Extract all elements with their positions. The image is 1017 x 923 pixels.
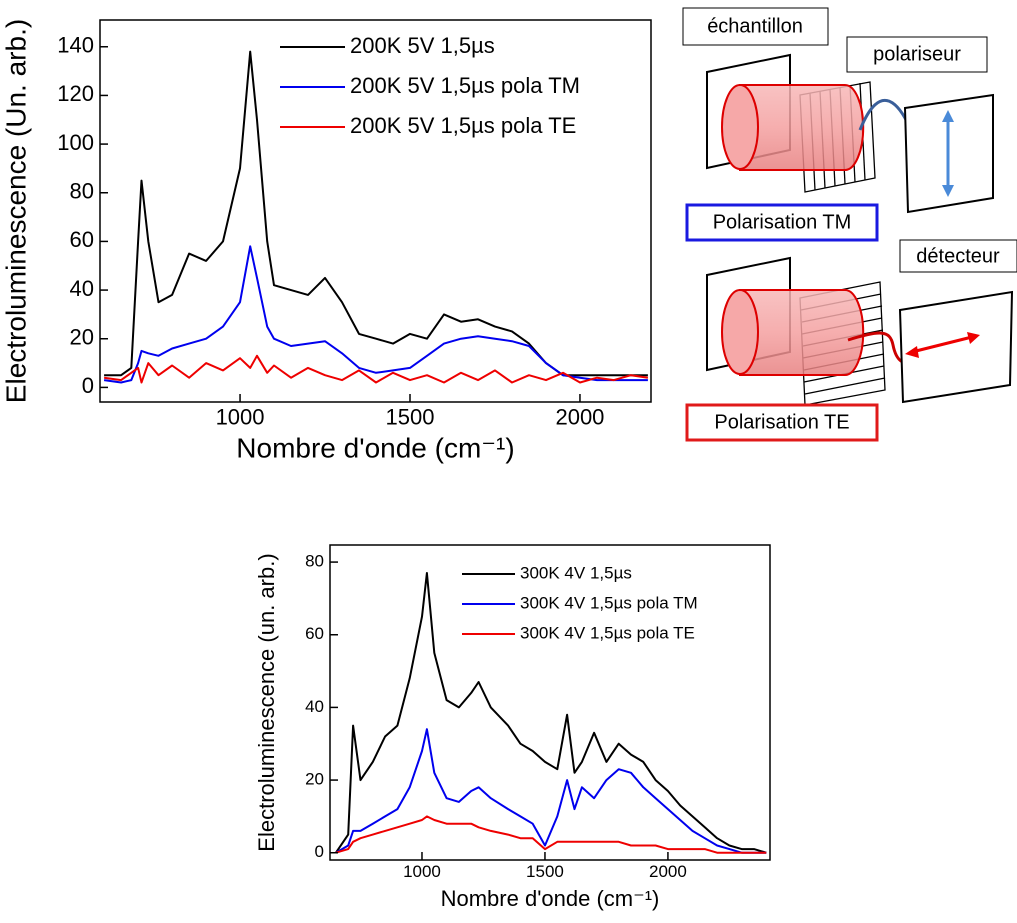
x-tick-label: 1000 [403, 862, 441, 881]
x-tick-label: 2000 [649, 862, 687, 881]
polarization-arrow [911, 335, 973, 354]
x-tick-label: 1500 [526, 862, 564, 881]
beam [739, 84, 865, 171]
x-axis-label: Nombre d'onde (cm⁻¹) [441, 886, 660, 911]
series-line [103, 245, 648, 384]
series-line [104, 50, 648, 377]
y-tick-label: 120 [57, 81, 94, 106]
legend-label: 200K 5V 1,5µs pola TM [350, 73, 580, 98]
diagram: échantillon polariseur Polarisation TM d… [682, 7, 1017, 442]
label-box [685, 403, 879, 442]
y-tick-label: 20 [305, 770, 324, 789]
y-axis-label: Electroluminescence (Un. arb.) [0, 19, 31, 403]
label-box [685, 203, 879, 242]
x-tick-label: 2000 [555, 404, 604, 429]
label-box [846, 36, 988, 73]
legend-label: 200K 5V 1,5µs pola TE [350, 113, 576, 138]
arrow-head [942, 110, 954, 122]
legend-label: 300K 4V 1,5µs pola TM [520, 593, 698, 612]
label-box [682, 7, 829, 46]
y-tick-label: 80 [305, 552, 324, 571]
series-line [335, 728, 767, 854]
legend-label: 300K 4V 1,5µs [520, 563, 632, 582]
series-line [103, 354, 649, 384]
arrow-head [942, 185, 954, 197]
legend-label: 200K 5V 1,5µs [350, 33, 495, 58]
x-tick-label: 1000 [216, 404, 265, 429]
legend-label: 300K 4V 1,5µs pola TE [520, 623, 695, 642]
beam-end [721, 84, 759, 170]
y-tick-label: 0 [82, 373, 94, 398]
y-axis-label: Electroluminescence (un. arb.) [254, 553, 279, 851]
label-box [899, 239, 1017, 273]
y-tick-label: 40 [305, 697, 324, 716]
detector-label: détecteur [916, 245, 1000, 267]
y-tick-label: 60 [305, 624, 324, 643]
series-line [335, 572, 767, 854]
y-tick-label: 80 [70, 179, 94, 204]
y-tick-label: 100 [57, 130, 94, 155]
y-tick-label: 140 [57, 33, 94, 58]
y-tick-label: 40 [70, 276, 94, 301]
beam-end [721, 289, 759, 375]
plot-frame [99, 19, 652, 403]
x-axis-label: Nombre d'onde (cm⁻¹) [236, 432, 514, 463]
arrow-head [905, 346, 919, 358]
te-label: Polarisation TE [714, 411, 849, 433]
series-line [335, 815, 767, 854]
sample-label: échantillon [707, 15, 803, 37]
tm-label: Polarisation TM [713, 211, 852, 233]
arrow-head [967, 332, 980, 344]
x-tick-label: 1500 [386, 404, 435, 429]
y-tick-label: 0 [315, 842, 324, 861]
y-tick-label: 60 [70, 227, 94, 252]
plot-frame [329, 544, 771, 861]
polarizer-label: polariseur [873, 43, 961, 65]
y-tick-label: 20 [70, 325, 94, 350]
screen [898, 290, 1014, 404]
